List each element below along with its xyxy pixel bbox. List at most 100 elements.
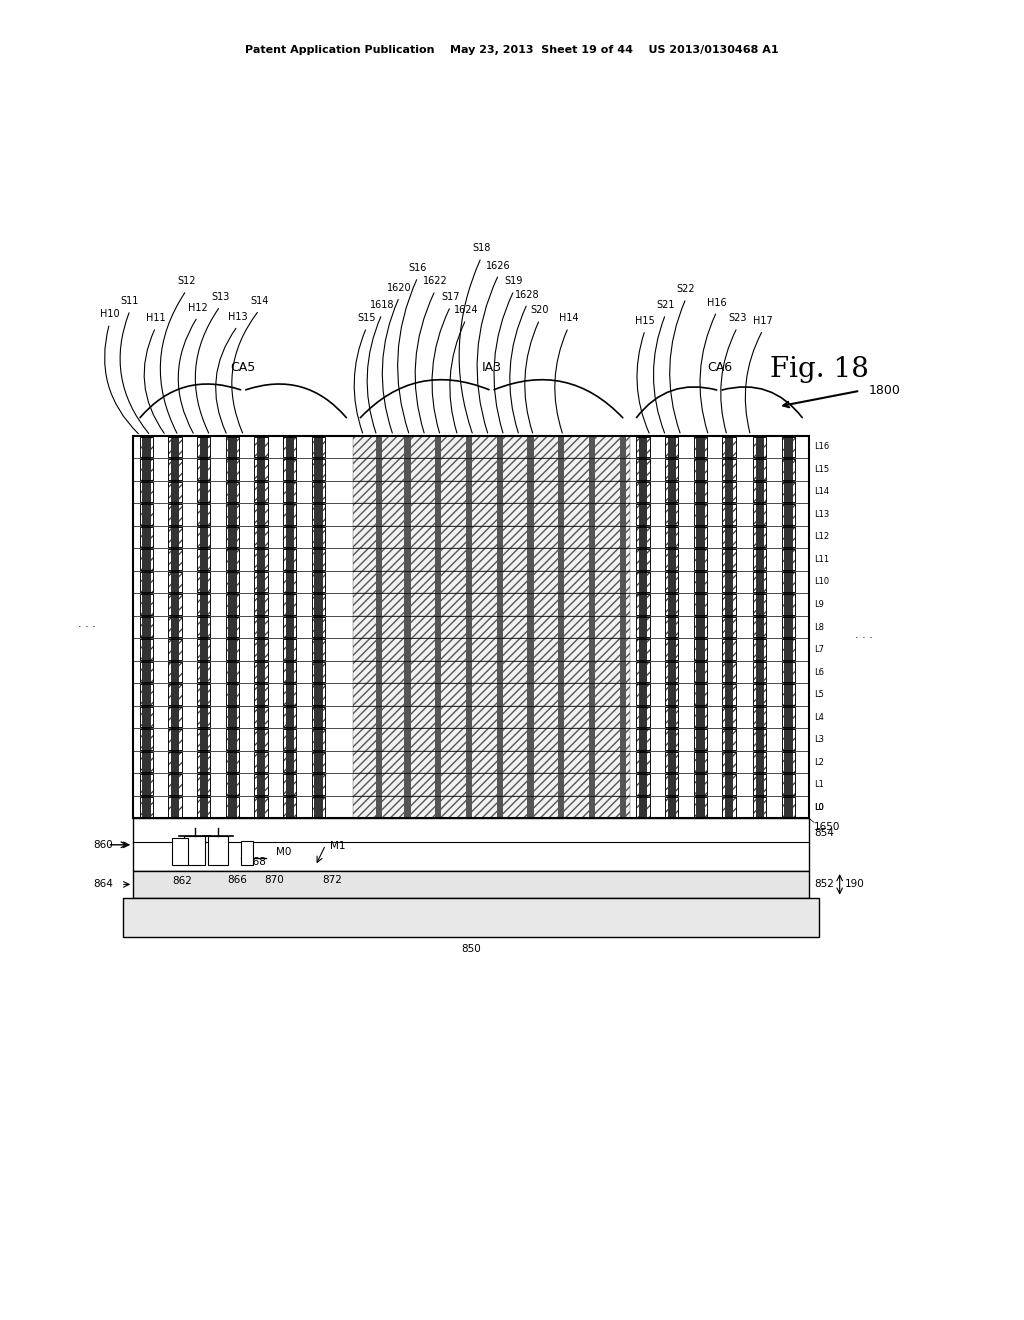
Bar: [782, 594, 796, 615]
Bar: [254, 594, 268, 615]
Bar: [311, 572, 326, 593]
Bar: [168, 752, 182, 772]
Bar: [723, 527, 735, 546]
Bar: [353, 615, 630, 639]
Bar: [311, 752, 326, 772]
Bar: [197, 661, 211, 682]
Bar: [197, 752, 211, 772]
Bar: [168, 482, 182, 502]
Bar: [139, 684, 154, 705]
Bar: [527, 436, 534, 818]
Bar: [666, 661, 679, 682]
Bar: [723, 549, 735, 570]
Bar: [225, 549, 240, 570]
Bar: [139, 504, 154, 524]
Bar: [283, 684, 297, 705]
Bar: [168, 616, 182, 638]
Text: 1624: 1624: [454, 305, 478, 315]
Bar: [228, 436, 237, 818]
Bar: [254, 527, 268, 546]
Bar: [139, 730, 154, 750]
Bar: [723, 437, 735, 457]
Bar: [666, 730, 679, 750]
Bar: [694, 639, 708, 660]
Bar: [208, 836, 228, 865]
Bar: [225, 527, 240, 546]
Bar: [782, 708, 796, 727]
Text: 1800: 1800: [868, 384, 900, 397]
Bar: [782, 684, 796, 705]
Bar: [168, 437, 182, 457]
Bar: [782, 639, 796, 660]
Bar: [466, 436, 472, 818]
Bar: [782, 549, 796, 570]
Bar: [254, 549, 268, 570]
Bar: [637, 572, 650, 593]
Bar: [311, 482, 326, 502]
Bar: [311, 594, 326, 615]
Bar: [589, 436, 595, 818]
Bar: [782, 437, 796, 457]
Bar: [311, 594, 326, 615]
Bar: [197, 527, 211, 546]
Bar: [225, 549, 240, 570]
Text: 860: 860: [93, 840, 113, 850]
Bar: [666, 797, 679, 817]
Bar: [723, 594, 735, 615]
Bar: [225, 437, 240, 457]
Bar: [754, 708, 766, 727]
Bar: [168, 459, 182, 479]
Bar: [694, 797, 708, 817]
Bar: [782, 504, 796, 524]
Bar: [723, 549, 735, 570]
Bar: [197, 616, 211, 638]
Bar: [637, 639, 650, 660]
Bar: [637, 616, 650, 638]
Bar: [723, 527, 735, 546]
Bar: [782, 639, 796, 660]
Bar: [782, 616, 796, 638]
Bar: [694, 482, 708, 502]
Bar: [694, 775, 708, 795]
Text: H10: H10: [99, 309, 120, 319]
Bar: [637, 797, 650, 817]
Bar: [311, 775, 326, 795]
Bar: [197, 527, 211, 546]
Bar: [225, 459, 240, 479]
Text: M1: M1: [330, 841, 345, 851]
Bar: [254, 459, 268, 479]
Bar: [311, 752, 326, 772]
Bar: [168, 661, 182, 682]
Bar: [168, 527, 182, 546]
Bar: [225, 797, 240, 817]
Bar: [311, 797, 326, 817]
Bar: [139, 797, 154, 817]
Text: L16: L16: [814, 442, 829, 451]
Bar: [283, 482, 297, 502]
Bar: [666, 572, 679, 593]
Bar: [139, 437, 154, 457]
Bar: [254, 752, 268, 772]
Bar: [197, 594, 211, 615]
Bar: [139, 504, 154, 524]
Bar: [782, 437, 796, 457]
Bar: [782, 459, 796, 479]
Text: L0: L0: [814, 803, 824, 812]
Text: L7: L7: [814, 645, 824, 653]
Text: 1622: 1622: [423, 276, 447, 286]
Bar: [168, 797, 182, 817]
Text: 862: 862: [172, 876, 191, 887]
Bar: [254, 437, 268, 457]
Bar: [311, 504, 326, 524]
Bar: [723, 708, 735, 727]
Bar: [283, 459, 297, 479]
Bar: [754, 504, 766, 524]
Bar: [197, 504, 211, 524]
Bar: [754, 661, 766, 682]
Bar: [254, 594, 268, 615]
Bar: [139, 775, 154, 795]
Bar: [225, 572, 240, 593]
Bar: [666, 594, 679, 615]
Bar: [168, 684, 182, 705]
Text: 854: 854: [814, 828, 834, 838]
